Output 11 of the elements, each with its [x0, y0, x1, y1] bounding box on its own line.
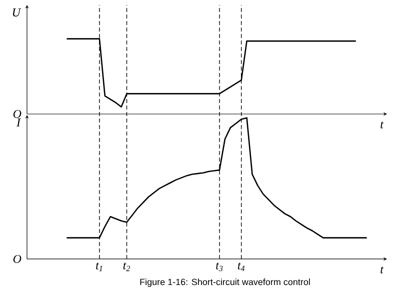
x-tick-label: t$_{1}$ [96, 262, 102, 272]
text: O [13, 110, 22, 118]
x-tick-label: t$_{2}$ [123, 262, 130, 272]
y-axis-title: U [12, 8, 22, 16]
text: O [13, 254, 22, 264]
y-axis-title: I [16, 118, 21, 126]
caption: Figure 1-16: Short-circuit waveform control [140, 278, 310, 287]
x-tick-label: t$_{3}$ [216, 262, 223, 272]
x-axis-title: t [380, 122, 384, 128]
x-axis-title: t [380, 266, 384, 274]
x-tick-label: t$_{4}$ [238, 262, 245, 272]
